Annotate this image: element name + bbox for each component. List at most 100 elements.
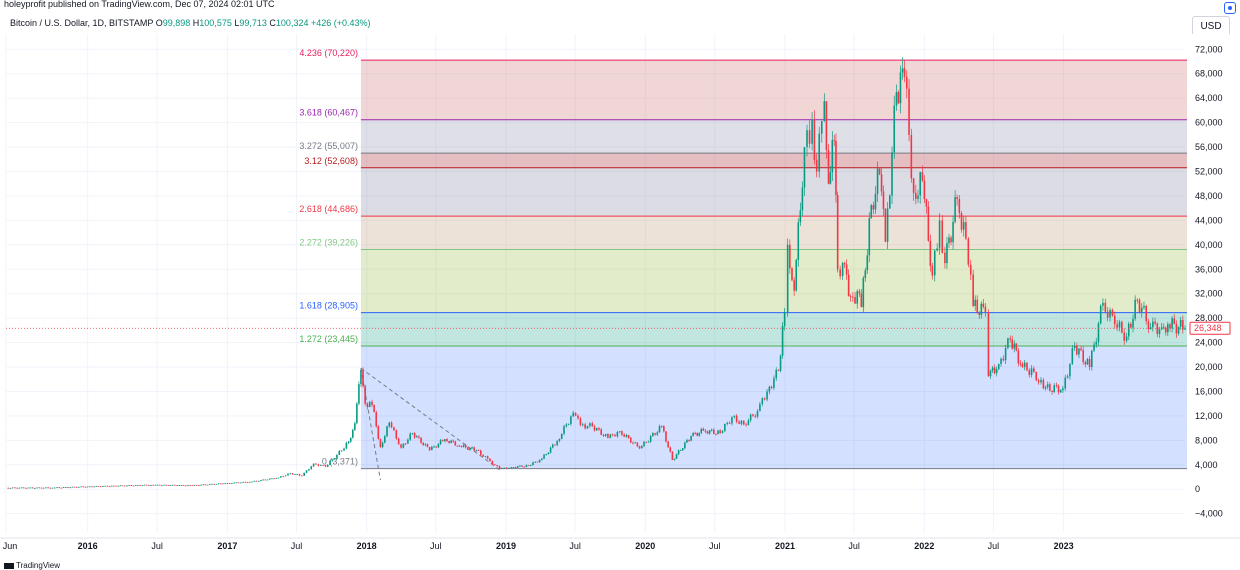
candle-body xyxy=(375,412,377,426)
candle-body xyxy=(1013,344,1015,349)
fib-zone xyxy=(361,216,1187,249)
candle-body xyxy=(623,435,625,437)
candle-body xyxy=(440,440,442,444)
candle-body xyxy=(998,364,1000,369)
candle-body xyxy=(830,172,832,183)
candle-body xyxy=(981,304,983,315)
candle-body xyxy=(236,482,238,483)
candle-body xyxy=(939,220,941,248)
candle-body xyxy=(238,482,240,483)
candle-body xyxy=(563,426,565,434)
candle-body xyxy=(251,482,253,483)
candle-body xyxy=(550,448,552,453)
x-tick-label: Jul xyxy=(151,541,163,551)
candle-body xyxy=(963,222,965,230)
candle-body xyxy=(1130,324,1132,328)
candle-body xyxy=(1176,324,1178,334)
candle-body xyxy=(213,484,215,485)
candle-body xyxy=(478,450,480,451)
candle-body xyxy=(161,485,163,486)
candle-body xyxy=(256,481,258,482)
candle-body xyxy=(253,481,255,482)
candle-body xyxy=(694,433,696,434)
candle-body xyxy=(384,436,386,442)
candle-body xyxy=(936,248,938,250)
candle-body xyxy=(89,486,91,487)
y-tick-label: 12,000 xyxy=(1195,411,1223,421)
candle-body xyxy=(269,479,271,480)
candle-body xyxy=(448,441,450,443)
candle-body xyxy=(414,433,416,437)
candle-body xyxy=(659,426,661,432)
candle-body xyxy=(364,386,366,404)
candle-body xyxy=(632,443,634,444)
candle-body xyxy=(446,439,448,441)
candle-body xyxy=(285,475,287,476)
candle-body xyxy=(852,297,854,298)
candle-body xyxy=(1139,300,1141,313)
candle-body xyxy=(1112,310,1114,316)
candle-body xyxy=(341,450,343,451)
candle-body xyxy=(713,430,715,434)
candle-body xyxy=(686,440,688,443)
candle-body xyxy=(1062,388,1064,390)
candle-body xyxy=(968,239,970,265)
candle-body xyxy=(65,487,67,488)
candle-body xyxy=(917,196,919,199)
candle-body xyxy=(47,487,49,488)
candle-body xyxy=(131,485,133,486)
candle-body xyxy=(1145,306,1147,321)
candle-body xyxy=(194,485,196,486)
candle-body xyxy=(928,207,930,241)
candle-body xyxy=(98,486,100,487)
candle-body xyxy=(198,485,200,486)
candle-body xyxy=(310,466,312,469)
candle-body xyxy=(91,486,93,487)
candle-body xyxy=(78,487,80,488)
candle-body xyxy=(634,442,636,443)
candle-body xyxy=(216,484,218,485)
fib-level-label: 4.236 (70,220) xyxy=(299,48,358,58)
candle-body xyxy=(932,266,934,275)
candle-body xyxy=(619,431,621,432)
candle-body xyxy=(56,487,58,488)
candle-body xyxy=(598,428,600,429)
candle-body xyxy=(911,135,913,178)
candle-body xyxy=(350,438,352,442)
candle-body xyxy=(584,424,586,428)
candle-body xyxy=(800,210,802,222)
candle-body xyxy=(996,369,998,373)
candle-body xyxy=(654,433,656,435)
candle-body xyxy=(944,253,946,263)
candle-body xyxy=(296,474,298,475)
candle-body xyxy=(82,486,84,487)
candle-body xyxy=(231,483,233,484)
candle-body xyxy=(898,92,900,103)
candle-body xyxy=(249,482,251,483)
candle-body xyxy=(661,426,663,427)
candle-body xyxy=(159,485,161,486)
candle-body xyxy=(908,89,910,135)
candle-body xyxy=(1085,362,1087,364)
candle-body xyxy=(915,193,917,199)
candle-body xyxy=(539,460,541,462)
candle-body xyxy=(135,485,137,486)
candle-body xyxy=(811,120,813,144)
candle-body xyxy=(1173,318,1175,323)
candle-body xyxy=(591,423,593,426)
candle-body xyxy=(893,106,895,153)
candle-body xyxy=(189,485,191,486)
candle-body xyxy=(1095,342,1097,345)
candle-body xyxy=(1053,385,1055,392)
candle-body xyxy=(1022,364,1024,367)
candle-body xyxy=(577,416,579,418)
candle-body xyxy=(568,424,570,425)
candle-body xyxy=(386,426,388,436)
candle-body xyxy=(299,474,301,475)
candle-body xyxy=(398,439,400,445)
candle-body xyxy=(722,431,724,433)
candle-body xyxy=(444,439,446,441)
candle-body xyxy=(844,263,846,264)
candle-body xyxy=(656,432,658,434)
